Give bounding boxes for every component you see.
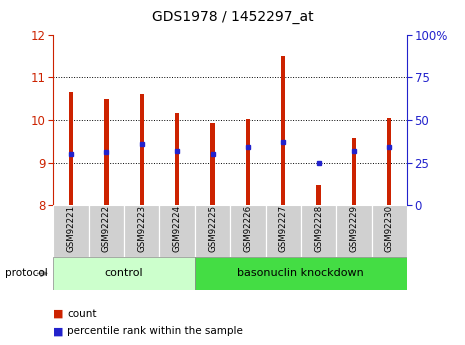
Bar [159, 205, 195, 257]
Bar [140, 94, 144, 205]
Bar [246, 119, 250, 205]
Bar [195, 205, 230, 257]
Bar [266, 205, 301, 257]
Bar [316, 185, 321, 205]
Text: protocol: protocol [5, 268, 47, 278]
Text: GSM92228: GSM92228 [314, 205, 323, 252]
Text: percentile rank within the sample: percentile rank within the sample [67, 326, 243, 336]
Bar [53, 205, 89, 257]
Text: GDS1978 / 1452297_at: GDS1978 / 1452297_at [152, 10, 313, 24]
Text: GSM92229: GSM92229 [349, 205, 359, 252]
Bar [301, 205, 336, 257]
Text: GSM92226: GSM92226 [243, 205, 252, 252]
Text: basonuclin knockdown: basonuclin knockdown [238, 268, 364, 278]
Bar [210, 123, 215, 205]
Text: GSM92223: GSM92223 [137, 205, 146, 252]
Bar [124, 205, 159, 257]
Bar [336, 205, 372, 257]
Bar [175, 114, 179, 205]
Bar [387, 118, 392, 205]
Text: ■: ■ [53, 309, 64, 319]
Text: GSM92227: GSM92227 [279, 205, 288, 252]
Text: GSM92225: GSM92225 [208, 205, 217, 252]
Bar [89, 205, 124, 257]
Text: ■: ■ [53, 326, 64, 336]
Text: GSM92224: GSM92224 [173, 205, 182, 252]
Bar [281, 56, 286, 205]
Bar [230, 205, 266, 257]
Bar [104, 99, 109, 205]
Text: control: control [105, 268, 144, 278]
Text: GSM92230: GSM92230 [385, 205, 394, 252]
Bar [352, 138, 356, 205]
Bar [69, 92, 73, 205]
Bar [53, 257, 195, 290]
Bar [372, 205, 407, 257]
Text: count: count [67, 309, 97, 319]
Text: GSM92222: GSM92222 [102, 205, 111, 252]
Bar [195, 257, 407, 290]
Text: GSM92221: GSM92221 [66, 205, 76, 252]
